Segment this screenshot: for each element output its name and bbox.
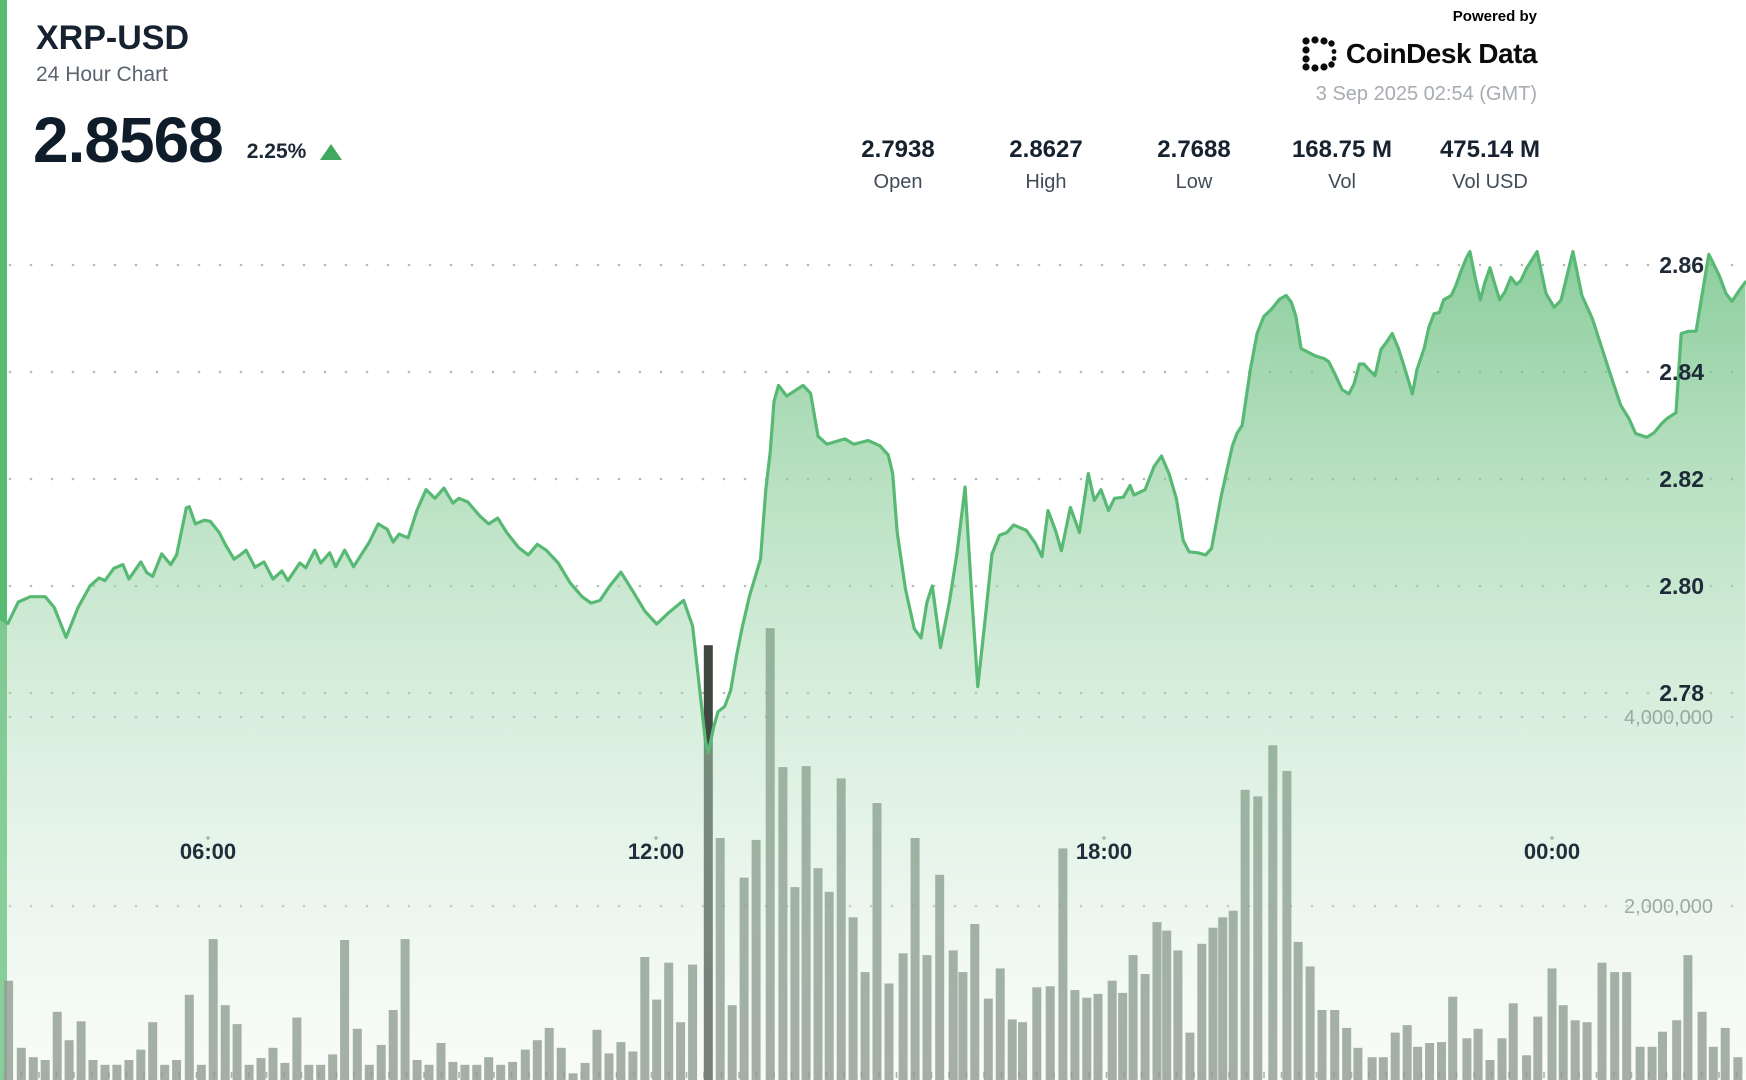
data-timestamp: 3 Sep 2025 02:54 (GMT): [1315, 83, 1537, 105]
stat-label: High: [1025, 170, 1067, 193]
symbol-title: XRP-USD: [36, 19, 190, 57]
time-tick-label: 06:00: [180, 839, 236, 864]
powered-by-label: Powered by: [1452, 8, 1537, 25]
price-tick-label: 2.82: [1659, 466, 1704, 492]
stat-label: Vol USD: [1452, 170, 1528, 193]
price-tick-label: 2.80: [1659, 573, 1704, 599]
stats-row: 2.7938 Open 2.8627 High 2.7688 Low 168.75 M Vol…: [824, 136, 1564, 194]
brand-name: CoinDesk Data: [1345, 38, 1538, 69]
time-tick-label: 00:00: [1524, 839, 1580, 864]
stat-value: 168.75 M: [1291, 136, 1393, 163]
stat-open: 2.7938 Open: [824, 136, 972, 194]
brand-row: CoinDesk Data: [1300, 35, 1538, 73]
change-percent: 2.25%: [246, 139, 307, 163]
branding: Powered by CoinDesk Data 3 Sep 2025 02:5…: [1300, 8, 1538, 106]
stat-label: Low: [1175, 170, 1213, 193]
time-tick-label: 12:00: [628, 839, 684, 864]
stat-vol-usd: 475.14 M Vol USD: [1416, 136, 1564, 194]
price-tick-label: 2.86: [1659, 252, 1704, 278]
time-tick-label: 18:00: [1076, 839, 1132, 864]
chart-subtitle: 24 Hour Chart: [36, 63, 168, 87]
volume-tick-label: 2,000,000: [1624, 896, 1713, 918]
accent-strip: [0, 0, 7, 1080]
price-tick-label: 2.78: [1659, 680, 1704, 706]
stat-high: 2.8627 High: [972, 136, 1120, 194]
stat-low: 2.7688 Low: [1120, 136, 1268, 194]
volume-tick-label: 4,000,000: [1624, 707, 1713, 729]
price-change: 2.25%: [247, 140, 343, 164]
chart-header: XRP-USD 24 Hour Chart: [36, 19, 190, 87]
axis-labels: 2.86 2.84 2.82 2.80 2.784,000,000 2,000,000 06…: [180, 252, 1713, 918]
price-area-fill: [0, 251, 1746, 1080]
stat-label: Vol: [1328, 170, 1356, 193]
price-line: [0, 250, 1746, 755]
coindesk-logo-icon: [1302, 36, 1337, 72]
stat-value: 2.7938: [861, 136, 935, 163]
price-row: 2.8568 2.25%: [33, 104, 343, 178]
stat-value: 2.8627: [1009, 136, 1083, 163]
stat-label: Open: [873, 170, 923, 193]
stat-value: 2.7688: [1157, 136, 1231, 163]
stat-vol: 168.75 M Vol: [1268, 136, 1416, 194]
price-tick-label: 2.84: [1659, 359, 1704, 385]
last-price: 2.8568: [33, 104, 224, 176]
arrow-up-icon: [320, 143, 343, 160]
stat-value: 475.14 M: [1439, 136, 1541, 163]
